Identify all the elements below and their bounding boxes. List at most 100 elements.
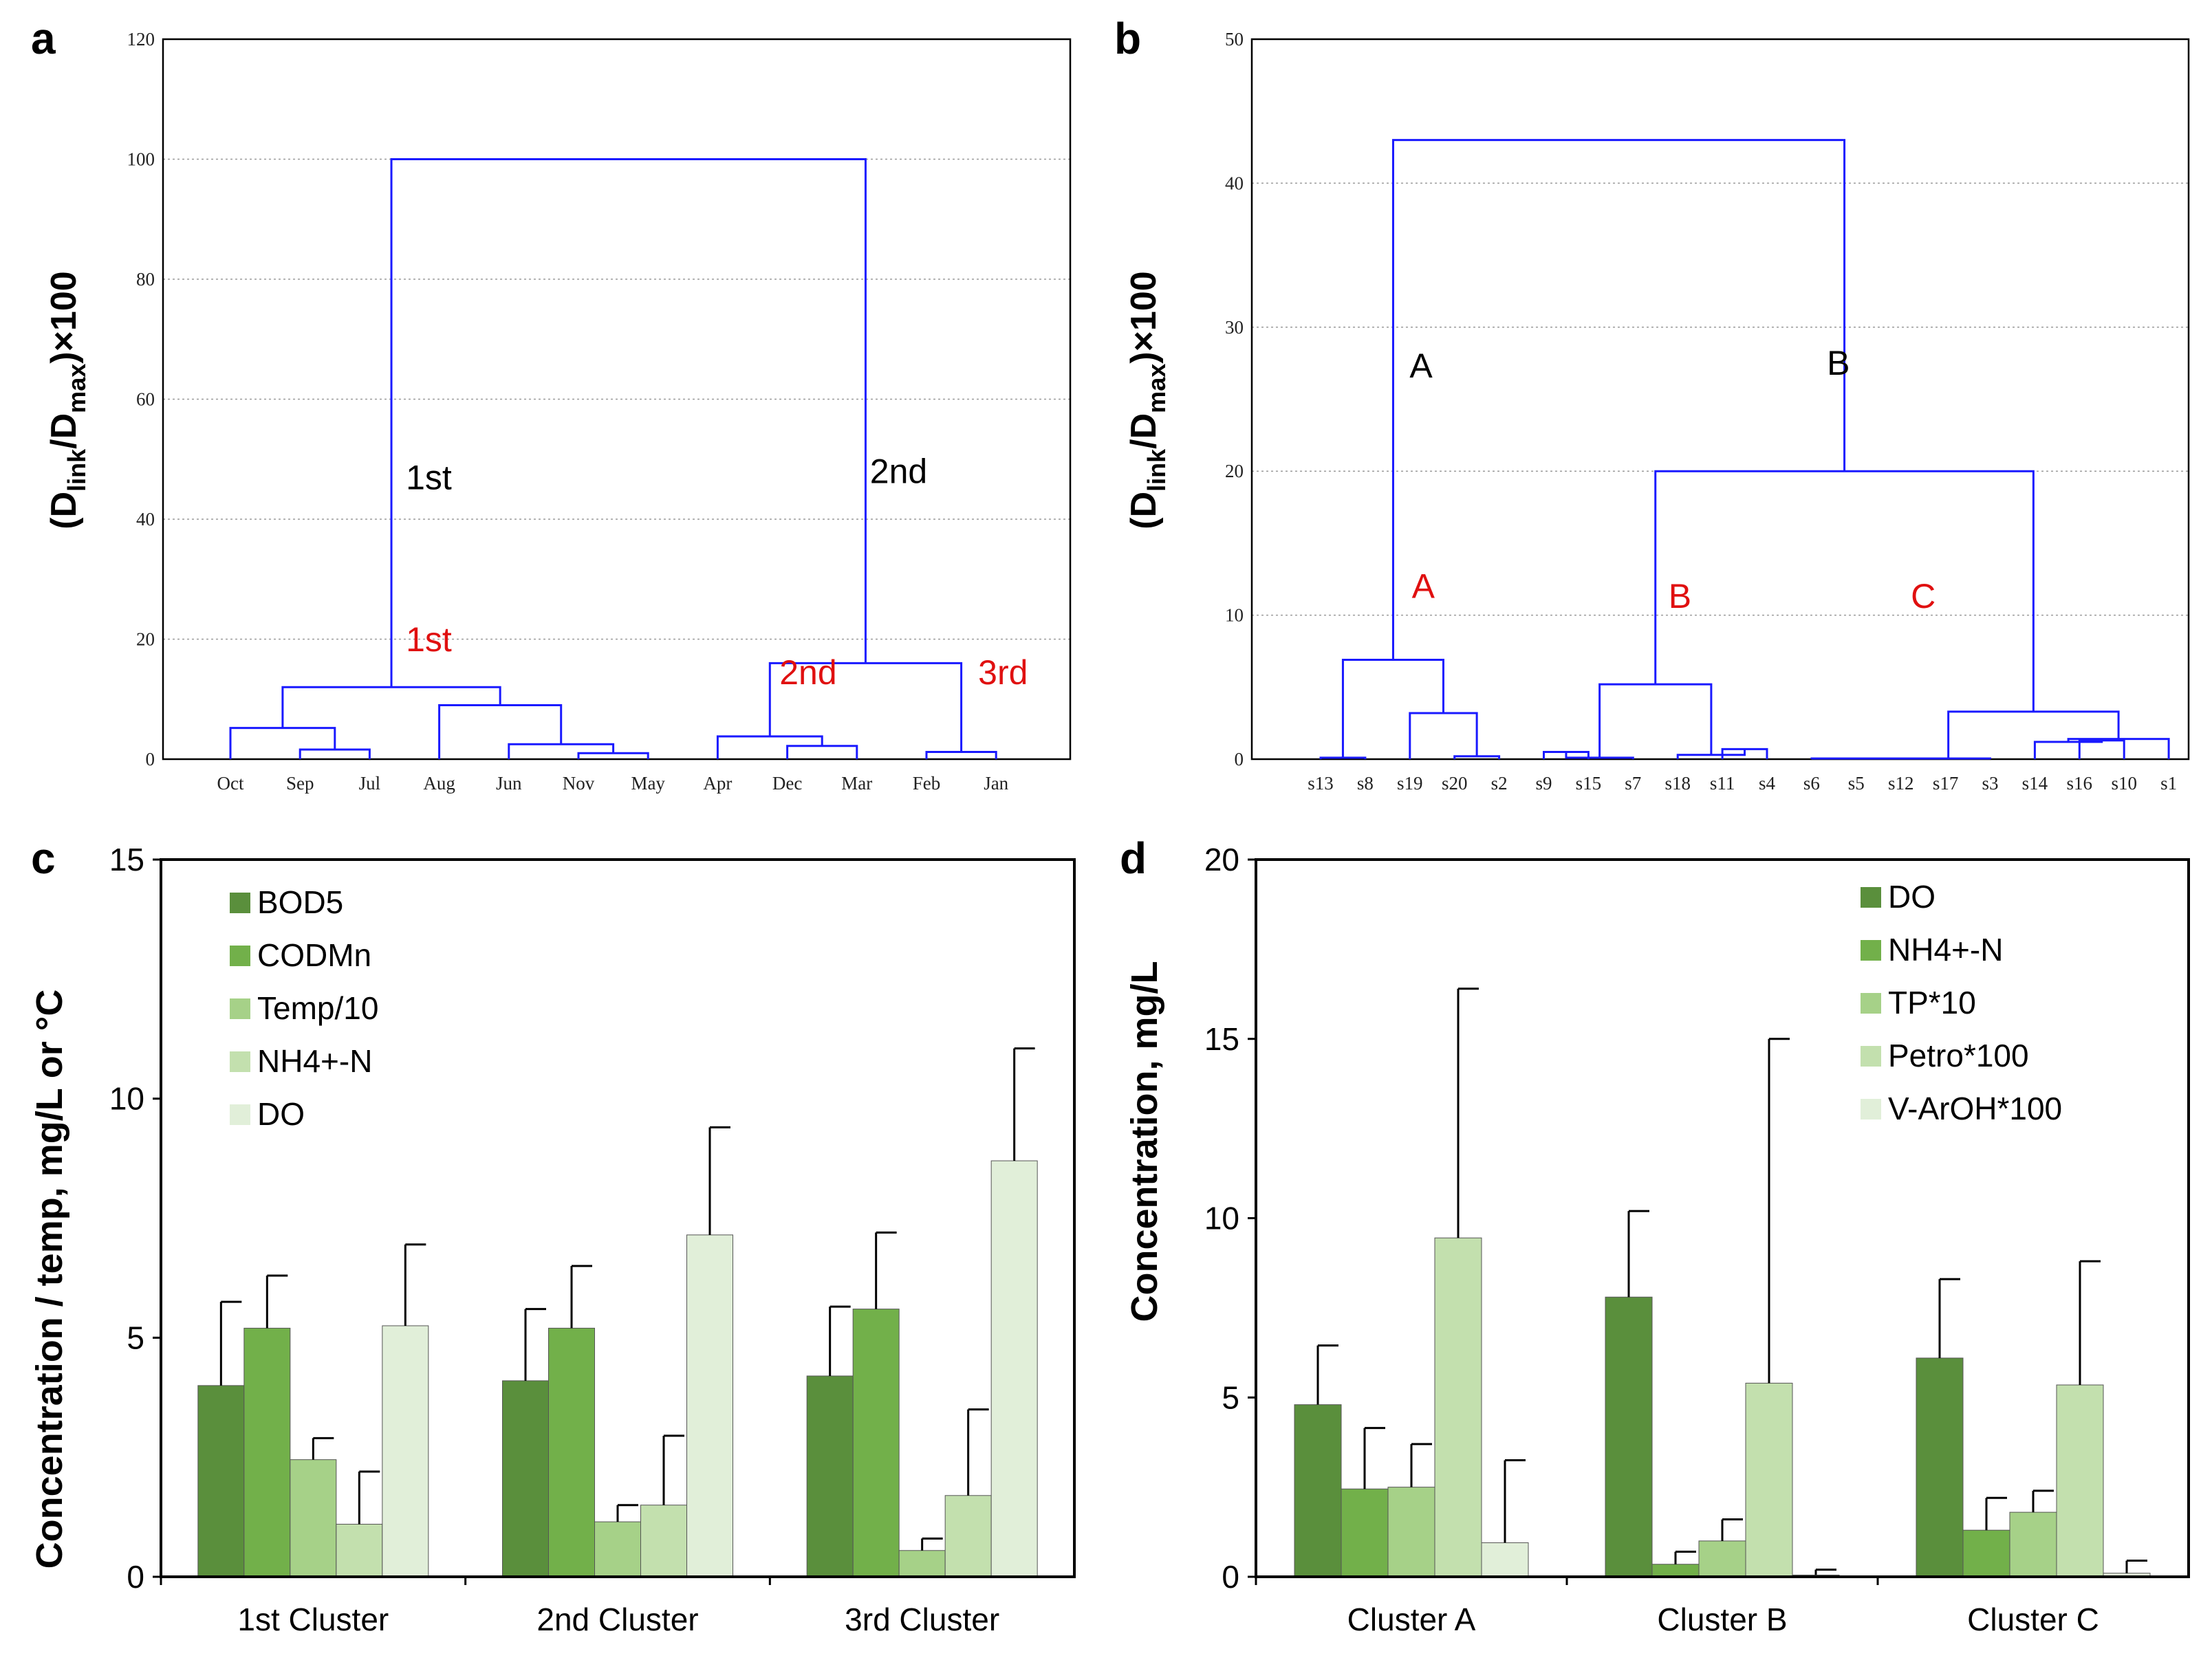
legend-swatch bbox=[230, 893, 250, 913]
legend: DO NH4+-N TP*10 Petro*100 V-ArOH*100 bbox=[1861, 879, 2062, 1126]
bar bbox=[197, 1385, 245, 1577]
y-tick-label: 10 bbox=[1204, 1201, 1239, 1236]
leaf-label: s10 bbox=[2111, 773, 2137, 794]
bar bbox=[806, 1375, 854, 1577]
bar bbox=[1745, 1382, 1793, 1577]
leaf-label: s20 bbox=[1442, 773, 1468, 794]
leaf-label: Sep bbox=[286, 773, 314, 794]
leaf-label: s5 bbox=[1848, 773, 1865, 794]
cluster-label: 1st bbox=[406, 458, 452, 496]
plot-frame bbox=[160, 858, 1076, 1578]
leaf-label: Nov bbox=[563, 773, 595, 794]
cluster-annotations: A B A B C bbox=[1409, 344, 1936, 615]
x-category-label: Cluster A bbox=[1347, 1602, 1476, 1637]
legend-label: NH4+-N bbox=[257, 1043, 372, 1079]
dendrogram-links bbox=[1319, 139, 2170, 760]
legend-swatch bbox=[1861, 887, 1881, 908]
leaf-label: s4 bbox=[1759, 773, 1776, 794]
cluster-annotations: 1st 2nd 1st 2nd 3rd bbox=[406, 452, 1028, 692]
leaf-label: s16 bbox=[2067, 773, 2093, 794]
plot-frame bbox=[162, 38, 1072, 761]
y-axis-ticks: 0 20 40 60 80 100 120 bbox=[127, 29, 155, 769]
legend-label: Temp/10 bbox=[257, 990, 378, 1026]
bar bbox=[2056, 1384, 2104, 1577]
y-tick-label: 10 bbox=[1225, 605, 1244, 626]
legend-swatch bbox=[1861, 993, 1881, 1014]
y-tick-label: 20 bbox=[1225, 461, 1244, 481]
x-category-label: Cluster C bbox=[1967, 1602, 2099, 1637]
bar bbox=[1698, 1540, 1746, 1577]
panel-letter-a: a bbox=[31, 14, 56, 63]
bar bbox=[640, 1505, 687, 1577]
y-axis-label: Concentration / temp, mg/L or °C bbox=[29, 990, 70, 1569]
legend-swatch bbox=[1861, 940, 1881, 961]
y-tick-label: 0 bbox=[1222, 1559, 1239, 1595]
x-category-label: 3rd Cluster bbox=[845, 1602, 999, 1637]
y-tick-label: 60 bbox=[136, 389, 155, 410]
legend-swatch bbox=[1861, 1099, 1881, 1120]
x-category-label: 2nd Cluster bbox=[536, 1602, 698, 1637]
leaf-label: s11 bbox=[1710, 773, 1735, 794]
leaf-labels: s13 s8 s19 s20 s2 s9 s15 s7 s18 s11 s4 s6 s5 s12 s17 s3… bbox=[1308, 773, 2177, 794]
bars bbox=[197, 1047, 1038, 1577]
y-axis-ticks: 0 5 10 15 20 bbox=[1204, 842, 1256, 1595]
legend-swatch bbox=[230, 998, 250, 1019]
cluster-label: A bbox=[1409, 347, 1433, 385]
bar bbox=[944, 1495, 992, 1577]
leaf-label: s2 bbox=[1491, 773, 1508, 794]
leaf-label: s14 bbox=[2022, 773, 2048, 794]
leaf-label: Mar bbox=[841, 773, 872, 794]
leaf-label: s17 bbox=[1933, 773, 1959, 794]
y-tick-label: 0 bbox=[1235, 749, 1244, 769]
bar bbox=[1387, 1487, 1435, 1577]
leaf-label: Jan bbox=[984, 773, 1008, 794]
bar bbox=[594, 1521, 641, 1577]
y-tick-label: 120 bbox=[127, 29, 155, 50]
panel-c-bar-chart: c 0 5 10 15 1st Cluster 2nd Cluster 3rd Clust… bbox=[29, 833, 1076, 1637]
leaf-label: Aug bbox=[423, 773, 455, 794]
leaf-labels: Oct Sep Jul Aug Jun Nov May Apr Dec Mar Feb Jan bbox=[217, 773, 1009, 794]
leaf-label: s8 bbox=[1357, 773, 1374, 794]
y-tick-label: 15 bbox=[1204, 1021, 1239, 1057]
y-tick-label: 20 bbox=[136, 629, 155, 650]
legend-label: V-ArOH*100 bbox=[1888, 1091, 2062, 1126]
dendrogram-link bbox=[390, 158, 867, 688]
dendrogram-link bbox=[1906, 757, 1991, 760]
bar bbox=[243, 1327, 291, 1577]
leaf-label: s19 bbox=[1397, 773, 1423, 794]
legend-label: DO bbox=[257, 1096, 305, 1132]
grid-lines bbox=[163, 158, 1070, 640]
legend-label: DO bbox=[1888, 879, 1936, 915]
leaf-label: s7 bbox=[1625, 773, 1641, 794]
leaf-label: Dec bbox=[772, 773, 802, 794]
y-axis-ticks: 0 10 20 30 40 50 bbox=[1225, 29, 1244, 769]
bar bbox=[1481, 1542, 1529, 1577]
y-tick-label: 20 bbox=[1204, 842, 1239, 877]
x-category-label: Cluster B bbox=[1657, 1602, 1787, 1637]
dendrogram-link bbox=[1391, 139, 1846, 660]
y-tick-label: 5 bbox=[127, 1320, 144, 1355]
bar bbox=[898, 1550, 946, 1577]
panel-letter-c: c bbox=[31, 833, 56, 883]
legend-label: TP*10 bbox=[1888, 985, 1976, 1020]
leaf-label: s1 bbox=[2160, 773, 2177, 794]
legend-label: CODMn bbox=[257, 937, 371, 973]
bar bbox=[1605, 1296, 1653, 1577]
legend-label: Petro*100 bbox=[1888, 1038, 2029, 1073]
bar bbox=[382, 1325, 429, 1577]
x-axis-categories: Cluster A Cluster B Cluster C bbox=[1255, 1577, 2099, 1637]
cluster-label: B bbox=[1669, 577, 1691, 615]
bar bbox=[502, 1380, 549, 1577]
cluster-label: B bbox=[1827, 344, 1850, 382]
y-tick-label: 30 bbox=[1225, 317, 1244, 338]
leaf-label: Jul bbox=[359, 773, 381, 794]
panel-d-bar-chart: d 0 5 10 15 20 Cluster A Cluster B Cluster C D… bbox=[1120, 833, 2190, 1637]
cluster-label: C bbox=[1911, 577, 1936, 615]
legend-swatch bbox=[230, 1051, 250, 1072]
x-axis-categories: 1st Cluster 2nd Cluster 3rd Cluster bbox=[160, 1577, 999, 1637]
plot-frame bbox=[1250, 38, 2190, 761]
bar bbox=[1962, 1529, 2010, 1577]
leaf-label: s9 bbox=[1535, 773, 1552, 794]
